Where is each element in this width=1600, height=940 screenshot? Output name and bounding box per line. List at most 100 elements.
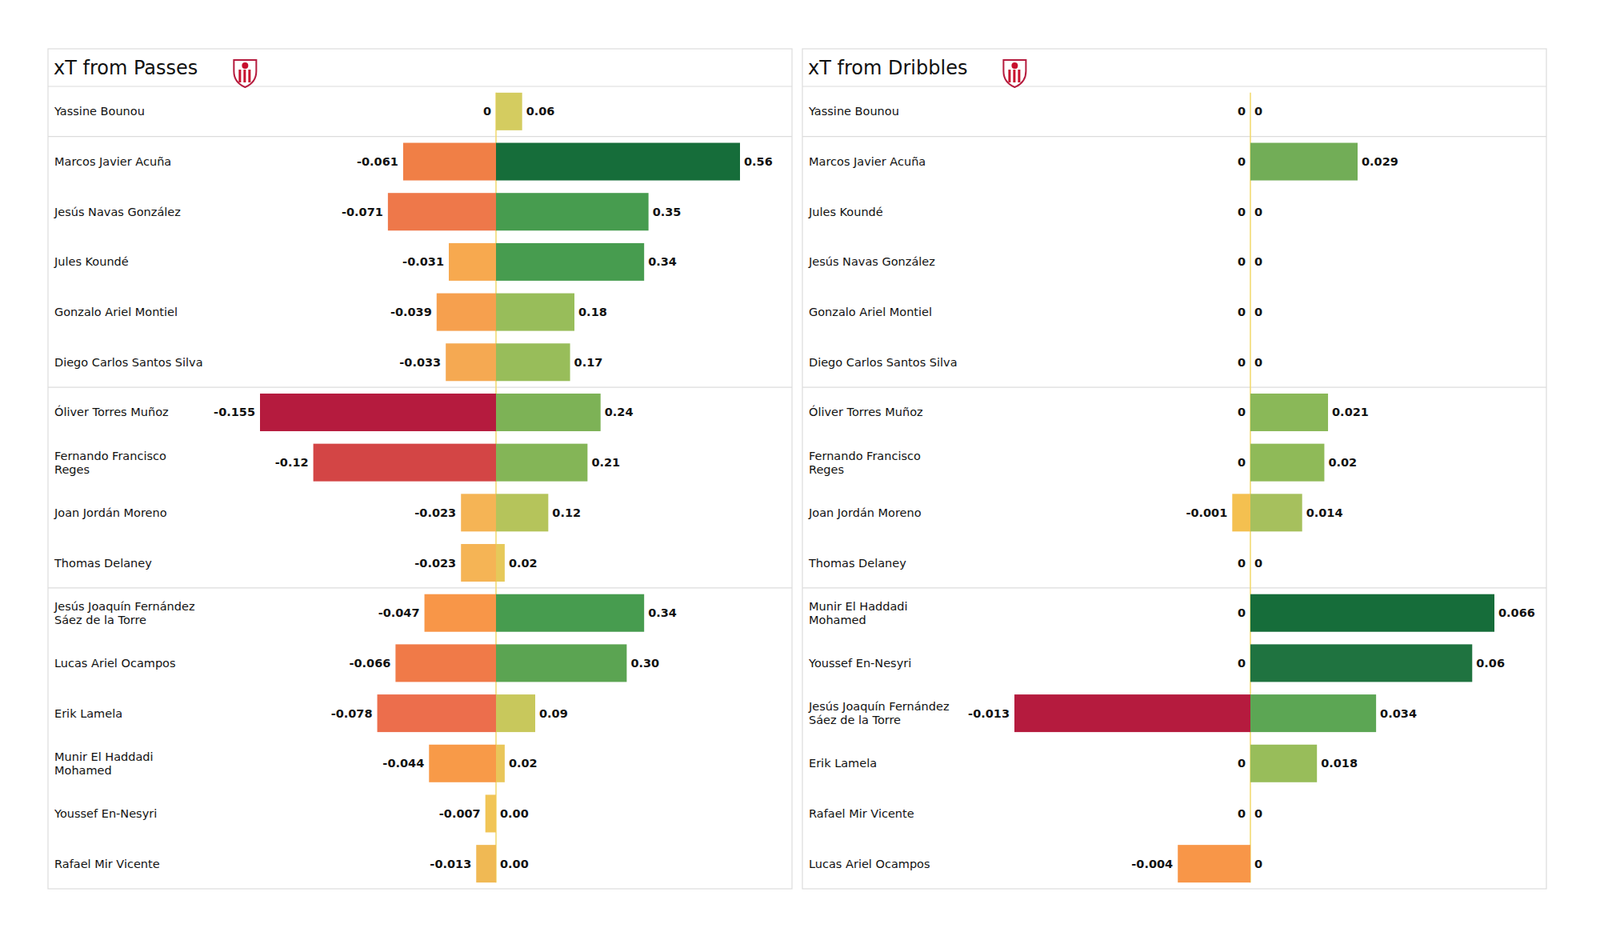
bar	[424, 594, 496, 632]
bar	[1250, 744, 1317, 783]
data-label: 0.02	[508, 756, 538, 770]
data-label: -0.061	[356, 155, 399, 168]
bar	[1250, 192, 1252, 231]
data-label: 0.02	[508, 556, 538, 570]
category-label: Jesús Navas González	[808, 255, 936, 268]
category-label: Marcos Javier Acuña	[54, 155, 172, 168]
category-label-line: Óliver Torres Muñoz	[808, 404, 924, 419]
data-label: -0.023	[414, 556, 456, 570]
title-divider	[48, 85, 792, 87]
data-label: 0	[1237, 456, 1246, 469]
bar	[1250, 92, 1252, 131]
data-label: 0	[1254, 104, 1263, 118]
category-label: Yassine Bounou	[53, 104, 145, 118]
data-label: 0.30	[630, 656, 660, 670]
crest-ball	[241, 62, 248, 69]
category-label: Jesús Navas González	[53, 205, 181, 219]
data-label: 0.021	[1332, 405, 1369, 419]
bar	[403, 143, 496, 181]
bar	[1250, 393, 1328, 432]
data-label: -0.12	[275, 456, 309, 469]
category-label: Rafael Mir Vicente	[808, 807, 915, 820]
data-label: 0.24	[604, 405, 634, 419]
crest-shield	[1003, 60, 1026, 88]
data-label: 0.34	[648, 255, 677, 268]
category-label: Fernando FranciscoReges	[808, 449, 921, 476]
data-label: 0	[1237, 606, 1246, 620]
data-label: -0.001	[1185, 506, 1228, 520]
data-label: 0.56	[744, 155, 773, 168]
panel-frame	[48, 48, 792, 889]
category-label-line: Joan Jordán Moreno	[53, 506, 168, 520]
data-label: 0.014	[1306, 506, 1344, 520]
data-label: 0	[1237, 756, 1246, 770]
category-label: Jules Koundé	[53, 255, 129, 268]
category-label-line: Gonzalo Ariel Montiel	[54, 305, 178, 319]
category-label-line: Jules Koundé	[808, 205, 884, 219]
category-label-line: Rafael Mir Vicente	[808, 807, 915, 820]
bar	[395, 644, 496, 682]
data-label: -0.013	[429, 857, 472, 871]
bar	[1250, 794, 1252, 832]
data-label: -0.071	[341, 205, 384, 219]
bar	[445, 343, 496, 381]
category-label-line: Jesús Navas González	[53, 205, 181, 219]
bar	[1250, 143, 1358, 181]
group-separator	[802, 587, 1547, 588]
bar	[1250, 544, 1252, 582]
crest	[233, 60, 256, 88]
group-separator	[48, 136, 792, 137]
data-label: 0	[1237, 356, 1246, 369]
category-label: Jules Koundé	[808, 205, 884, 219]
bar	[496, 794, 497, 832]
group-separator	[48, 387, 792, 388]
crest	[1003, 60, 1026, 88]
data-label: 0	[483, 104, 492, 118]
category-label: Gonzalo Ariel Montiel	[808, 305, 932, 319]
crest-shield	[233, 60, 256, 88]
data-label: 0	[1254, 807, 1263, 820]
category-label: Erik Lamela	[808, 756, 877, 770]
category-label-line: Mohamed	[808, 613, 867, 627]
bar	[1232, 493, 1251, 532]
bar	[1250, 192, 1252, 231]
bar	[260, 393, 496, 432]
crest-ball	[1011, 62, 1018, 69]
bar	[496, 393, 601, 432]
data-label: 0	[1237, 656, 1246, 670]
category-label: Thomas Delaney	[808, 556, 907, 570]
category-label-line: Thomas Delaney	[808, 556, 907, 570]
category-label: Jesús Joaquín FernándezSáez de la Torre	[808, 700, 950, 727]
bar	[313, 444, 496, 482]
data-label: -0.078	[331, 707, 373, 720]
data-label: -0.044	[382, 756, 424, 770]
data-label: 0	[1254, 556, 1263, 570]
bar	[1177, 844, 1251, 883]
crest-stripe	[1012, 69, 1016, 83]
category-label-line: Yassine Bounou	[808, 104, 900, 118]
category-label: Fernando FranciscoReges	[54, 449, 167, 476]
category-label: Diego Carlos Santos Silva	[808, 356, 958, 369]
data-label: -0.031	[402, 255, 444, 268]
data-label: 0.34	[648, 606, 677, 620]
data-label: 0.09	[539, 707, 568, 720]
data-label: 0	[1254, 857, 1263, 871]
bar	[496, 644, 627, 682]
data-label: 0	[1237, 807, 1246, 820]
chart-title: xT from Dribbles	[808, 56, 968, 80]
category-label-line: Jesús Joaquín Fernández	[808, 700, 950, 713]
bar	[496, 844, 497, 883]
data-label: -0.066	[348, 656, 391, 670]
bar	[436, 293, 496, 332]
data-label: 0	[1237, 255, 1246, 268]
data-label: -0.039	[390, 305, 432, 319]
panel: xT from DribblesYassine BounouMarcos Jav…	[802, 48, 1547, 889]
bar	[496, 594, 644, 632]
bar	[496, 694, 536, 732]
data-label: -0.023	[414, 506, 456, 520]
bar	[428, 744, 496, 783]
data-label: 0	[1254, 205, 1263, 219]
data-label: 0.21	[591, 456, 620, 469]
bar	[476, 844, 496, 883]
title-divider	[802, 85, 1547, 87]
